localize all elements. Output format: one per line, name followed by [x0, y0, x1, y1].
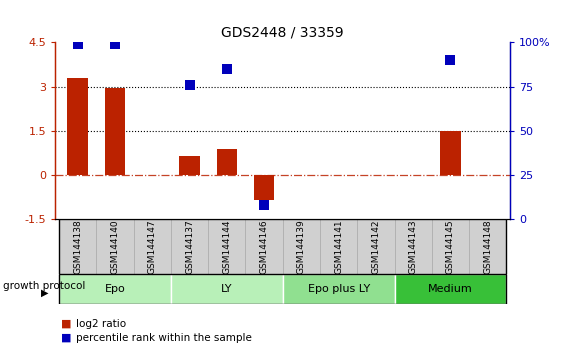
Point [110, 41, 120, 47]
Text: GSM144144: GSM144144 [222, 220, 231, 274]
Bar [432, 219, 469, 274]
Text: GSM144139: GSM144139 [297, 219, 306, 274]
Text: GSM144142: GSM144142 [371, 220, 381, 274]
Bar [59, 274, 171, 304]
Text: Medium: Medium [428, 284, 473, 295]
Bar [68, 78, 88, 175]
Bar [105, 88, 125, 175]
Bar [469, 219, 507, 274]
Bar [283, 219, 320, 274]
Point [185, 82, 194, 88]
Bar [357, 219, 395, 274]
Point [446, 57, 455, 63]
Bar [283, 274, 395, 304]
Text: GSM144137: GSM144137 [185, 219, 194, 274]
Text: ■: ■ [61, 319, 72, 329]
Text: log2 ratio: log2 ratio [76, 319, 126, 329]
Text: ▶: ▶ [41, 288, 48, 298]
Text: GSM144141: GSM144141 [334, 219, 343, 274]
Text: percentile rank within the sample: percentile rank within the sample [76, 333, 252, 343]
Text: Epo plus LY: Epo plus LY [308, 284, 370, 295]
Point [259, 202, 269, 208]
Text: GSM144138: GSM144138 [73, 219, 82, 274]
Bar [96, 219, 134, 274]
Point [73, 41, 82, 47]
Title: GDS2448 / 33359: GDS2448 / 33359 [222, 26, 344, 40]
Text: GSM144147: GSM144147 [148, 219, 157, 274]
Text: Epo: Epo [104, 284, 125, 295]
Bar [440, 131, 461, 175]
Text: LY: LY [221, 284, 233, 295]
Bar [134, 219, 171, 274]
Bar [217, 149, 237, 175]
Text: GSM144143: GSM144143 [409, 219, 417, 274]
Bar [395, 219, 432, 274]
Text: GSM144140: GSM144140 [111, 219, 120, 274]
Bar [180, 156, 200, 175]
Text: GSM144145: GSM144145 [446, 219, 455, 274]
Bar [208, 219, 245, 274]
Text: ■: ■ [61, 333, 72, 343]
Text: GSM144146: GSM144146 [259, 219, 269, 274]
Point [222, 66, 231, 72]
Bar [254, 175, 275, 200]
Bar [245, 219, 283, 274]
Bar [171, 219, 208, 274]
Bar [320, 219, 357, 274]
Bar [171, 274, 283, 304]
Bar [59, 219, 96, 274]
Bar [395, 274, 507, 304]
Text: GSM144148: GSM144148 [483, 219, 492, 274]
Text: growth protocol: growth protocol [3, 281, 85, 291]
